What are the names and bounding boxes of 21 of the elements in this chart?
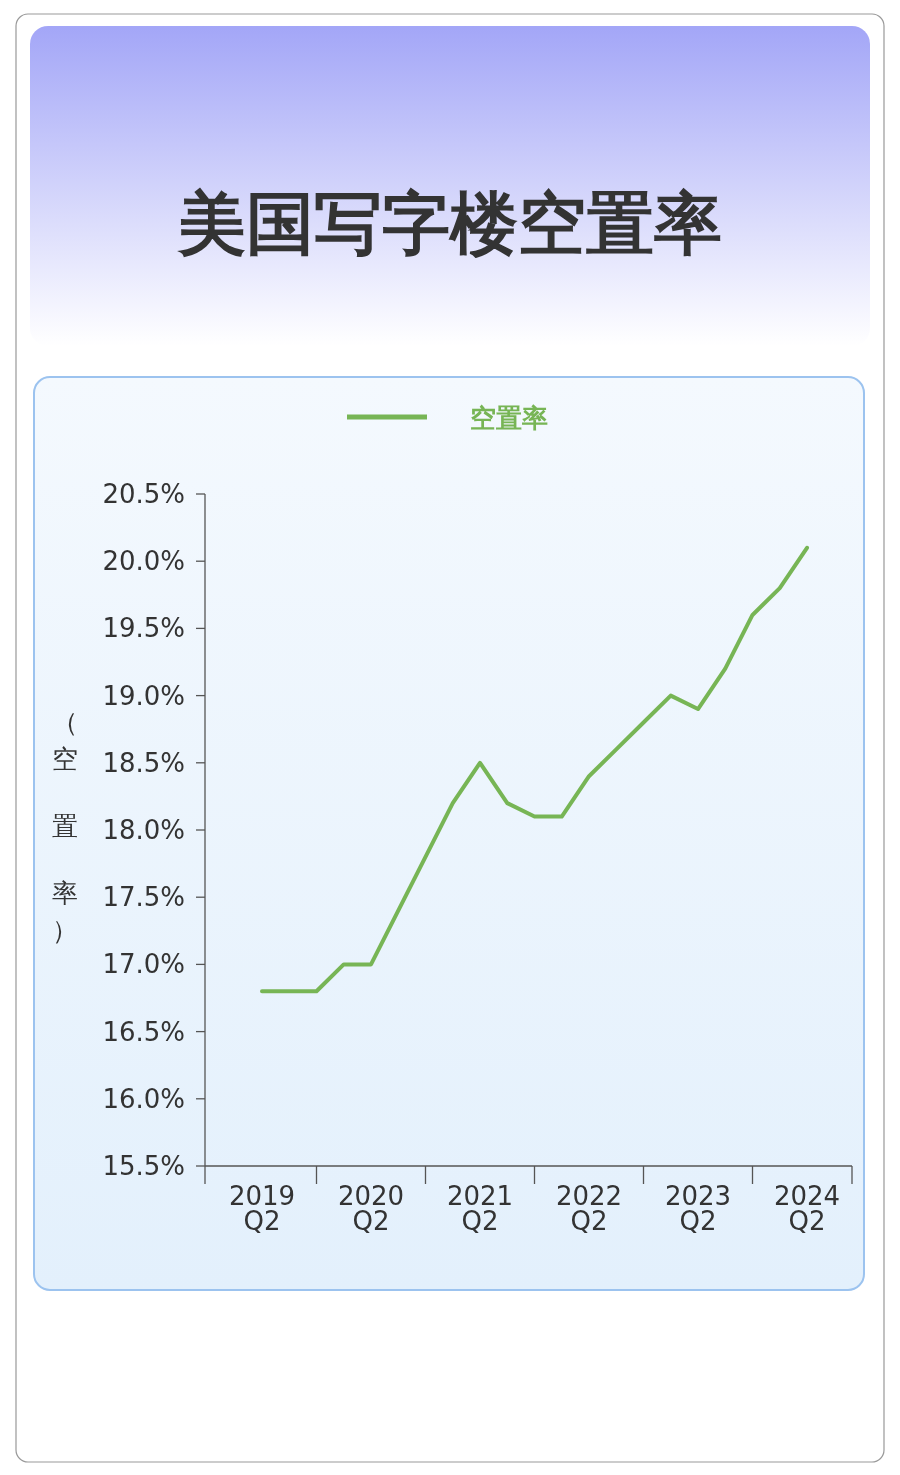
x-tick-label: 2022 Q2 [555,1181,623,1236]
y-tick-label: 17.5% [102,882,185,913]
y-tick-label: 20.0% [102,546,185,577]
y-tick-label: 16.5% [102,1016,185,1047]
legend: 空置率 [347,403,548,433]
y-tick-label: 15.5% [102,1151,185,1181]
x-tick-label: 2020 Q2 [337,1181,405,1236]
chart-title: 美国写字楼空置率 [177,184,722,263]
y-tick-label: 19.5% [102,613,185,644]
x-tick-label: 2021 Q2 [446,1181,514,1236]
y-tick-label: 19.0% [102,680,185,711]
y-tick-label: 16.0% [102,1083,185,1114]
x-tick-label: 2023 Q2 [664,1181,732,1236]
x-tick-label: 2024 Q2 [773,1181,841,1236]
legend-label: 空置率 [470,403,548,433]
y-tick-label: 20.5% [102,479,185,509]
text: （空置率） [52,707,78,945]
y-tick-label: 18.0% [102,815,185,845]
y-tick-label: 17.0% [102,949,185,980]
x-tick-label: 2019 Q2 [228,1181,296,1236]
y-tick-label: 18.5% [102,747,185,778]
